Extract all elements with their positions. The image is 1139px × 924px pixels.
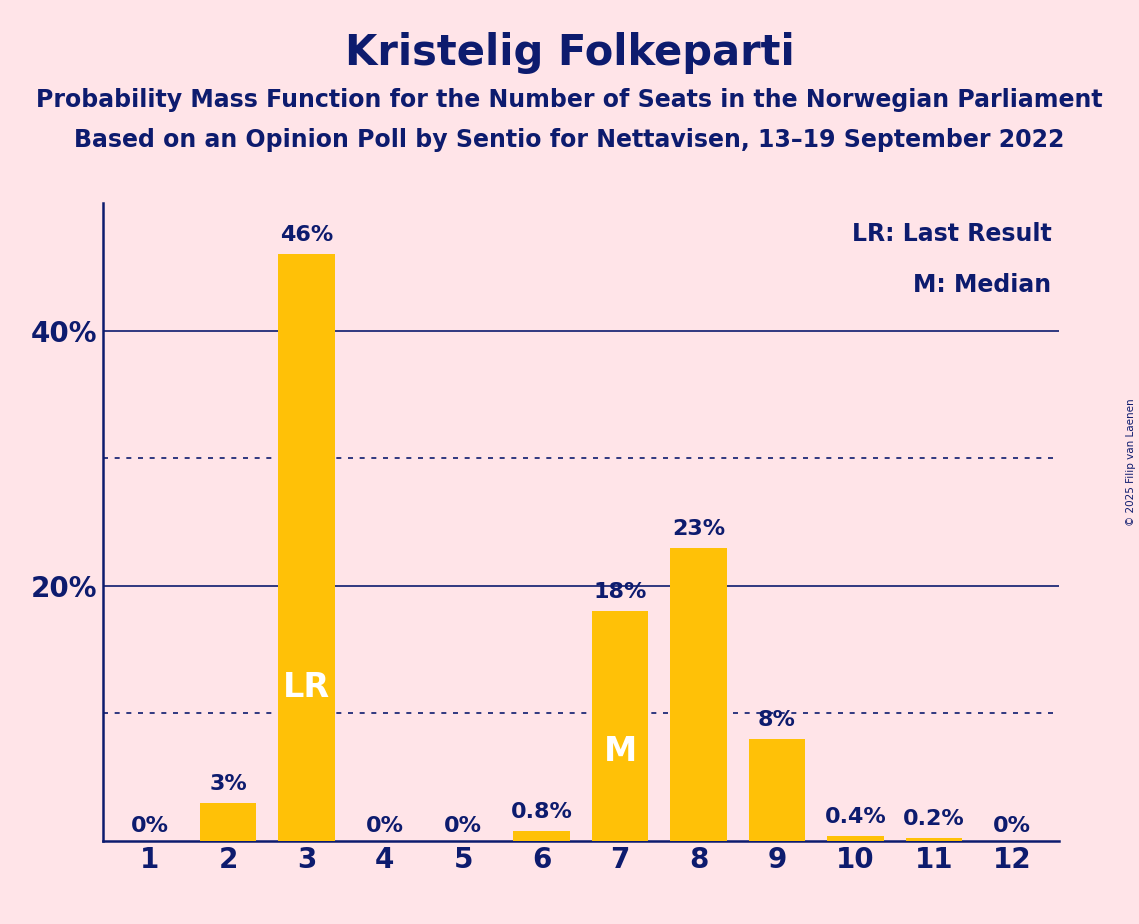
Bar [592,612,648,841]
Text: LR: Last Result: LR: Last Result [852,223,1051,247]
Text: 46%: 46% [280,225,333,246]
Text: 8%: 8% [759,710,796,730]
Text: M: Median: M: Median [913,274,1051,298]
Text: 0.8%: 0.8% [510,802,573,821]
Text: 3%: 3% [210,773,247,794]
Text: Probability Mass Function for the Number of Seats in the Norwegian Parliament: Probability Mass Function for the Number… [36,88,1103,112]
Bar [906,838,962,841]
Bar [748,739,805,841]
Text: 18%: 18% [593,582,647,602]
Text: M: M [604,736,637,768]
Bar [278,254,335,841]
Text: 23%: 23% [672,518,726,539]
Text: 0.4%: 0.4% [825,807,886,827]
Text: 0.2%: 0.2% [903,809,965,830]
Text: 0%: 0% [366,816,404,835]
Text: LR: LR [282,672,330,704]
Text: 0%: 0% [993,816,1031,835]
Text: © 2025 Filip van Laenen: © 2025 Filip van Laenen [1126,398,1136,526]
Bar [670,548,727,841]
Text: Kristelig Folkeparti: Kristelig Folkeparti [345,32,794,74]
Bar [199,803,256,841]
Bar [514,831,570,841]
Bar [827,835,884,841]
Text: 0%: 0% [131,816,169,835]
Text: Based on an Opinion Poll by Sentio for Nettavisen, 13–19 September 2022: Based on an Opinion Poll by Sentio for N… [74,128,1065,152]
Text: 0%: 0% [444,816,482,835]
